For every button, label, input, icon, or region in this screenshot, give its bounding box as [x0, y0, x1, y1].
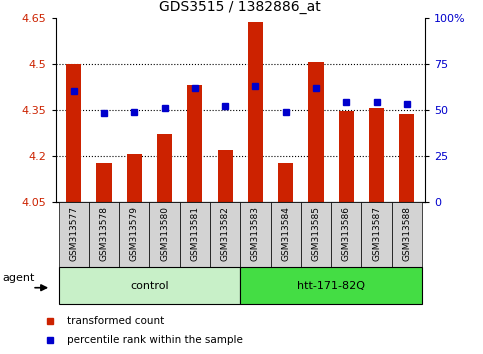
FancyBboxPatch shape [301, 202, 331, 267]
FancyBboxPatch shape [58, 202, 89, 267]
Bar [187, 85, 202, 202]
FancyBboxPatch shape [331, 202, 361, 267]
Bar [309, 62, 324, 202]
FancyBboxPatch shape [119, 202, 149, 267]
FancyBboxPatch shape [241, 202, 270, 267]
Bar [217, 150, 233, 202]
FancyBboxPatch shape [89, 202, 119, 267]
Text: GSM313586: GSM313586 [342, 206, 351, 261]
Text: transformed count: transformed count [67, 316, 165, 326]
Text: GSM313579: GSM313579 [130, 206, 139, 261]
Text: htt-171-82Q: htt-171-82Q [297, 281, 365, 291]
Text: GSM313578: GSM313578 [99, 206, 109, 261]
Text: agent: agent [3, 273, 35, 283]
Title: GDS3515 / 1382886_at: GDS3515 / 1382886_at [159, 0, 321, 14]
Bar [97, 164, 112, 202]
FancyBboxPatch shape [58, 267, 241, 304]
Text: percentile rank within the sample: percentile rank within the sample [67, 335, 243, 345]
FancyBboxPatch shape [210, 202, 241, 267]
Bar [248, 22, 263, 202]
Bar [66, 64, 81, 202]
Bar [157, 134, 172, 202]
Bar [369, 108, 384, 202]
FancyBboxPatch shape [241, 267, 422, 304]
Bar [278, 164, 293, 202]
Text: GSM313584: GSM313584 [281, 206, 290, 261]
Bar [127, 154, 142, 202]
Bar [399, 114, 414, 202]
FancyBboxPatch shape [392, 202, 422, 267]
Text: GSM313580: GSM313580 [160, 206, 169, 261]
Text: GSM313587: GSM313587 [372, 206, 381, 261]
Text: GSM313588: GSM313588 [402, 206, 412, 261]
FancyBboxPatch shape [361, 202, 392, 267]
Bar [339, 111, 354, 202]
Text: GSM313582: GSM313582 [221, 206, 229, 261]
Text: control: control [130, 281, 169, 291]
FancyBboxPatch shape [180, 202, 210, 267]
FancyBboxPatch shape [270, 202, 301, 267]
Text: GSM313581: GSM313581 [190, 206, 199, 261]
FancyBboxPatch shape [149, 202, 180, 267]
Text: GSM313585: GSM313585 [312, 206, 321, 261]
Text: GSM313583: GSM313583 [251, 206, 260, 261]
Text: GSM313577: GSM313577 [69, 206, 78, 261]
